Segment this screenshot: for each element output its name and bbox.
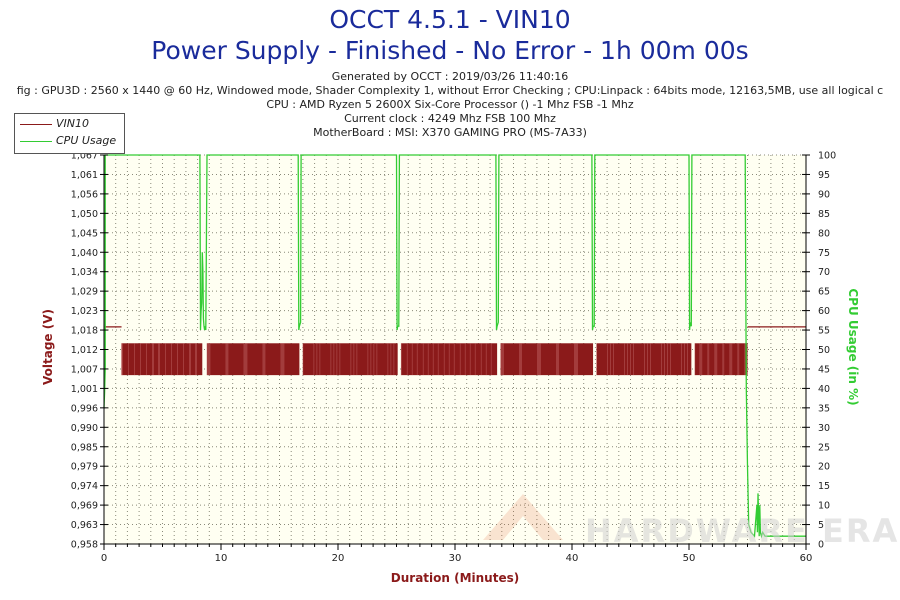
watermark: HARDWARE ERA <box>585 512 900 550</box>
legend-item-vin10: VIN10 <box>15 117 124 131</box>
y-left-tick-label: 1,012 <box>71 345 98 356</box>
y-right-tick-label: 55 <box>818 326 830 337</box>
vin10-band <box>596 343 692 376</box>
info-cpu: CPU : AMD Ryzen 5 2600X Six-Core Process… <box>266 98 634 111</box>
y-left-tick-label: 1,034 <box>71 267 98 278</box>
y-left-tick-label: 1,023 <box>71 306 98 317</box>
info-generated: Generated by OCCT : 2019/03/26 11:40:16 <box>331 70 569 83</box>
y-left-tick-label: 1,061 <box>71 170 98 181</box>
legend-label-vin10: VIN10 <box>56 117 89 130</box>
x-tick-label: 30 <box>449 553 462 564</box>
y-right-tick-label: 45 <box>818 364 830 375</box>
y-right-tick-label: 30 <box>818 423 830 434</box>
y-right-tick-label: 100 <box>818 151 836 162</box>
y-left-tick-label: 1,040 <box>71 248 98 259</box>
y-right-tick-label: 50 <box>818 345 830 356</box>
legend-swatch-vin10 <box>20 124 52 125</box>
vin10-band <box>121 343 203 376</box>
x-tick-label: 50 <box>683 553 696 564</box>
y-left-tick-label: 0,969 <box>71 501 98 512</box>
y-left-tick-label: 0,996 <box>71 403 98 414</box>
y-right-tick-label: 60 <box>818 306 830 317</box>
x-tick-label: 10 <box>215 553 228 564</box>
vin10-band <box>206 343 300 376</box>
x-axis-label: Duration (Minutes) <box>390 571 520 585</box>
watermark-logo <box>483 494 563 540</box>
y-left-tick-label: 0,985 <box>71 442 98 453</box>
x-tick-label: 60 <box>800 553 813 564</box>
y-right-tick-label: 80 <box>818 228 830 239</box>
y-right-tick-label: 20 <box>818 462 830 473</box>
y-left-tick-label: 0,979 <box>71 462 98 473</box>
y-right-tick-label: 10 <box>818 501 830 512</box>
chart-subtitle: Power Supply - Finished - No Error - 1h … <box>151 36 749 65</box>
y-left-tick-label: 1,067 <box>71 151 98 162</box>
y-axis-left-label: Voltage (V) <box>41 309 55 385</box>
y-left-tick-label: 1,050 <box>71 209 98 220</box>
legend-label-cpu-usage: CPU Usage <box>56 134 117 147</box>
y-left-tick-label: 0,990 <box>71 423 98 434</box>
legend-swatch-cpu-usage <box>20 141 52 142</box>
y-left-tick-label: 1,029 <box>71 287 98 298</box>
y-right-tick-label: 15 <box>818 481 830 492</box>
info-clock: Current clock : 4249 Mhz FSB 100 Mhz <box>344 112 556 125</box>
y-left-tick-label: 0,974 <box>71 481 98 492</box>
info-motherboard: MotherBoard : MSI: X370 GAMING PRO (MS-7… <box>313 126 587 139</box>
y-left-tick-label: 1,018 <box>71 326 98 337</box>
y-right-tick-label: 0 <box>818 540 824 551</box>
vin10-band <box>500 343 594 376</box>
vin10-band <box>302 343 398 376</box>
y-right-tick-label: 95 <box>818 170 830 181</box>
legend-item-cpu-usage: CPU Usage <box>15 134 124 148</box>
x-tick-label: 20 <box>332 553 345 564</box>
y-right-tick-label: 5 <box>818 520 824 531</box>
y-right-tick-label: 85 <box>818 209 830 220</box>
info-config: fig : GPU3D : 2560 x 1440 @ 60 Hz, Windo… <box>16 84 884 97</box>
y-right-tick-label: 70 <box>818 267 830 278</box>
x-tick-label: 40 <box>566 553 579 564</box>
y-right-tick-label: 25 <box>818 442 830 453</box>
y-axis-right-label: CPU Usage (in %) <box>846 288 860 406</box>
y-right-tick-label: 75 <box>818 248 830 259</box>
chart-title: OCCT 4.5.1 - VIN10 <box>329 5 571 34</box>
y-left-tick-label: 0,958 <box>71 540 98 551</box>
y-right-tick-label: 90 <box>818 189 830 200</box>
y-right-tick-label: 35 <box>818 403 830 414</box>
legend: VIN10 CPU Usage <box>14 113 125 154</box>
y-right-tick-label: 40 <box>818 384 830 395</box>
y-left-tick-label: 0,963 <box>71 520 98 531</box>
y-left-tick-label: 1,001 <box>71 384 98 395</box>
y-left-tick-label: 1,045 <box>71 228 98 239</box>
y-left-tick-label: 1,007 <box>71 364 98 375</box>
x-tick-label: 0 <box>101 553 107 564</box>
cpu-usage-line <box>103 154 806 539</box>
vin10-band <box>694 343 748 376</box>
y-left-tick-label: 1,056 <box>71 189 98 200</box>
y-right-tick-label: 65 <box>818 287 830 298</box>
